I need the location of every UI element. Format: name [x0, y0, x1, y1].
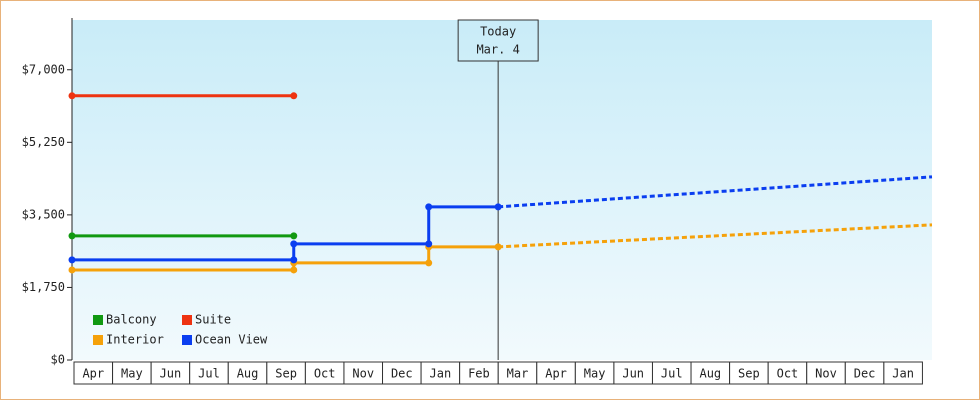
x-tick-label: May: [584, 367, 606, 381]
x-tick-label: Aug: [237, 367, 259, 381]
x-tick-label: Dec: [391, 367, 413, 381]
y-tick-label: $7,000: [22, 62, 65, 76]
y-tick-label: $1,750: [22, 280, 65, 294]
x-tick-label: Jan: [430, 367, 452, 381]
point: [494, 203, 502, 211]
today-box: [457, 19, 539, 62]
x-tick-label: Jun: [160, 367, 182, 381]
x-tick-label: Nov: [352, 367, 374, 381]
legend-label: Interior: [106, 333, 164, 347]
x-tick-label: Jun: [622, 367, 644, 381]
legend-label: Ocean View: [195, 333, 268, 347]
legend-label: Suite: [195, 313, 231, 327]
point: [290, 92, 298, 100]
series-line: [72, 205, 499, 262]
series-line: [72, 245, 499, 272]
point: [494, 243, 502, 251]
x-tick-label: Nov: [815, 367, 837, 381]
point: [425, 203, 433, 211]
y-tick-label: $3,500: [22, 207, 65, 221]
point: [68, 256, 76, 264]
point: [68, 266, 76, 274]
point: [68, 92, 76, 100]
point: [425, 259, 433, 267]
legend-swatch: [182, 335, 192, 345]
series-line: [498, 223, 933, 249]
x-tick-label: Apr: [82, 367, 104, 381]
legend-swatch: [182, 315, 192, 325]
x-tick-label: Jul: [661, 367, 683, 381]
x-tick-label: Aug: [699, 367, 721, 381]
month-box: [883, 361, 923, 385]
x-tick-label: Jan: [892, 367, 914, 381]
x-tick-label: Sep: [275, 367, 297, 381]
x-tick-label: Sep: [738, 367, 760, 381]
x-tick-label: Apr: [545, 367, 567, 381]
point: [290, 256, 298, 264]
x-tick-label: Feb: [468, 367, 490, 381]
point: [290, 240, 298, 248]
x-tick-label: Oct: [777, 367, 799, 381]
legend-swatch: [93, 315, 103, 325]
point: [425, 240, 433, 248]
x-tick-label: Dec: [854, 367, 876, 381]
point: [290, 266, 298, 274]
x-tick-label: Mar: [507, 367, 529, 381]
point: [290, 232, 298, 240]
today-label: Today: [480, 25, 516, 39]
today-label: Mar. 4: [476, 43, 519, 57]
series-line: [498, 175, 933, 209]
y-tick-label: $0: [51, 353, 65, 367]
point: [68, 232, 76, 240]
plot-area: [72, 20, 932, 360]
x-tick-label: May: [121, 367, 143, 381]
x-tick-label: Oct: [314, 367, 336, 381]
x-tick-label: Jul: [198, 367, 220, 381]
legend-label: Balcony: [106, 313, 157, 327]
y-tick-label: $5,250: [22, 135, 65, 149]
legend-swatch: [93, 335, 103, 345]
